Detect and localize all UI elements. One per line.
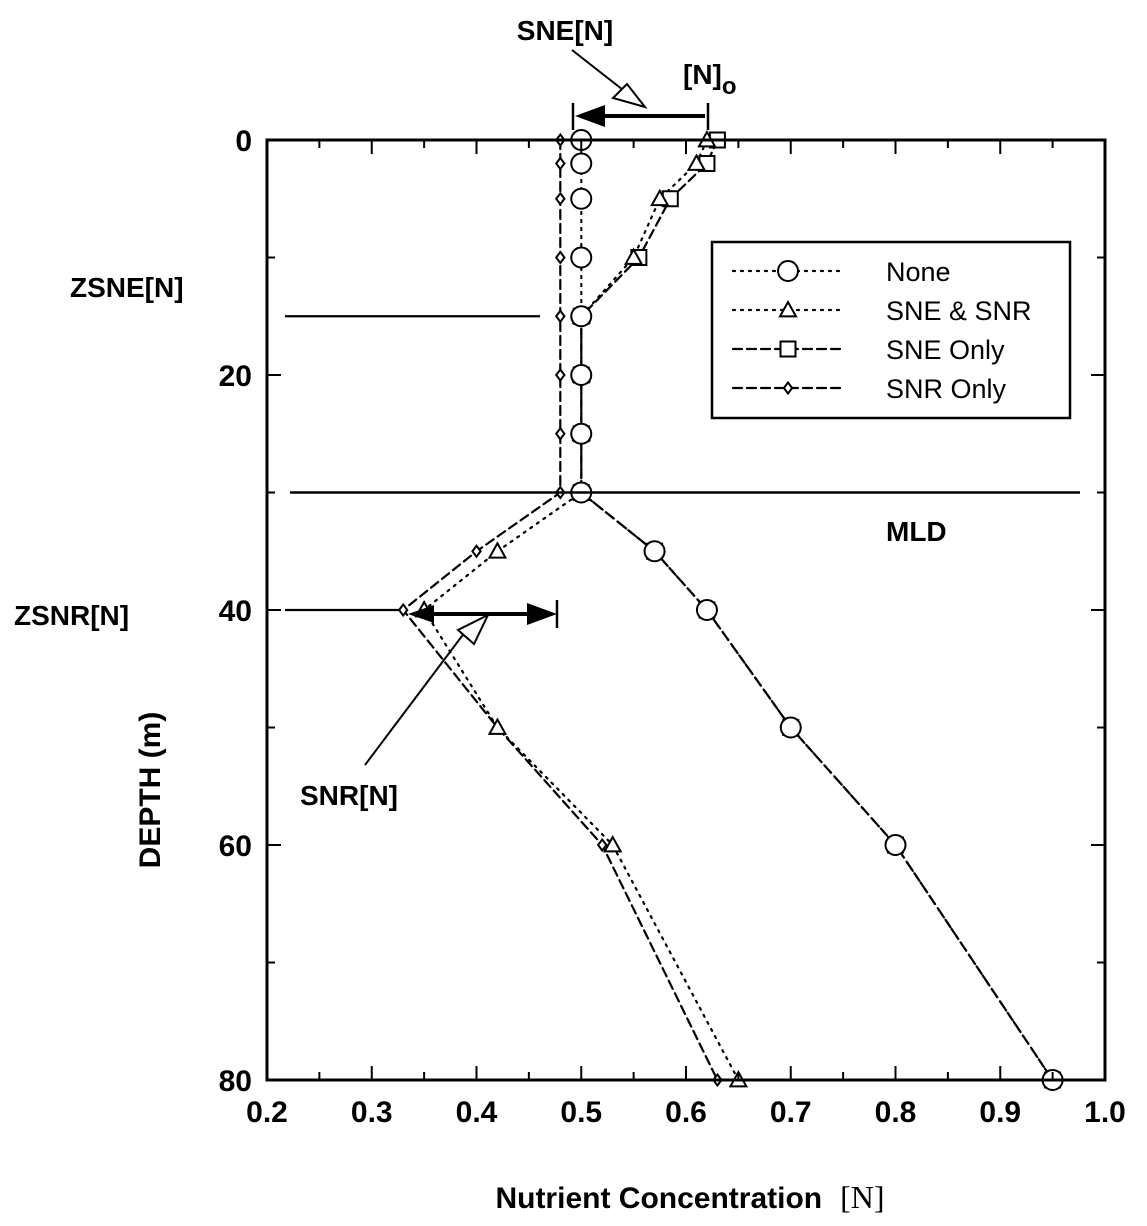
data-point-triangle [623, 247, 644, 265]
data-point-circle [695, 599, 718, 621]
x-tick-label: 0.4 [456, 1096, 498, 1129]
x-tick-label: 0.2 [246, 1096, 288, 1129]
legend-marker-triangle [778, 299, 798, 318]
data-point-circle [570, 422, 593, 445]
n0-label: [N]o [683, 59, 737, 100]
x-tick-label: 0.6 [665, 1096, 707, 1129]
legend-marker-circle [777, 260, 799, 282]
data-point-diamond [554, 191, 566, 206]
n0-range-arrowhead [575, 105, 605, 127]
x-tick-label: 0.7 [770, 1096, 812, 1129]
mld-label: MLD [886, 516, 947, 547]
legend-box [710, 240, 1072, 420]
y-tick-labels: 0 20 40 60 80 [219, 125, 252, 1098]
snr-range-right-arrowhead [527, 603, 557, 625]
annotations: SNE[N] [N]o ZSNE[N] ZSNR[N] MLD SNR[N] [14, 15, 947, 811]
series-line-diamond [401, 138, 719, 1082]
axis-ticks [266, 139, 1106, 1081]
series-line-triangle [422, 138, 740, 1082]
x-tick-label: 0.8 [875, 1096, 917, 1129]
data-point-diamond [554, 156, 566, 171]
data-point-circle [570, 305, 593, 328]
data-point-triangle [487, 541, 508, 559]
legend-label: SNE Only [886, 335, 1005, 365]
x-tick-labels: 0.2 0.3 0.4 0.5 0.6 0.7 0.8 0.9 1.0 [246, 1096, 1126, 1129]
data-point-circle [570, 187, 593, 210]
data-point-diamond [397, 602, 409, 618]
data-point-circle [570, 152, 593, 175]
data-point-diamond [554, 426, 566, 441]
legend-marker-square [779, 340, 797, 358]
sne-pointer-head [611, 82, 648, 109]
zsne-label: ZSNE[N] [70, 272, 184, 303]
y-tick-label: 40 [219, 595, 252, 628]
x-tick-label: 0.3 [351, 1096, 393, 1129]
data-point-circle [570, 246, 593, 269]
data-point-triangle [487, 717, 508, 735]
data-point-circle [779, 716, 802, 739]
data-point-triangle [650, 188, 670, 207]
snr-label: SNR[N] [300, 780, 398, 811]
legend-marker-diamond [782, 380, 794, 396]
x-axis-title-text: Nutrient Concentration [495, 1182, 822, 1215]
y-tick-label: 20 [219, 360, 252, 393]
data-point-diamond [554, 367, 566, 383]
y-tick-label: 80 [219, 1065, 252, 1098]
legend-items: None SNE & SNR SNE Only SNR Only [731, 257, 1032, 404]
data-point-diamond [596, 837, 608, 853]
data-point-triangle [602, 834, 623, 853]
zsnr-label: ZSNR[N] [14, 600, 129, 631]
y-tick-label: 0 [235, 125, 252, 158]
x-axis-unit: [N] [840, 1179, 884, 1215]
snr-range-left-arrowhead [408, 605, 434, 623]
legend-label: None [886, 257, 951, 287]
series-markers [397, 129, 1064, 1091]
data-point-diamond [471, 544, 482, 559]
x-tick-label: 1.0 [1084, 1096, 1126, 1129]
x-tick-label: 0.9 [979, 1096, 1021, 1129]
n0-main: [N] [683, 59, 722, 90]
y-tick-label: 60 [219, 830, 252, 863]
sne-label: SNE[N] [517, 15, 613, 46]
x-tick-label: 0.5 [560, 1096, 602, 1129]
n0-sub: o [722, 73, 737, 100]
legend-label: SNR Only [886, 374, 1007, 404]
x-axis-title: Nutrient Concentration [N] [495, 1179, 884, 1215]
data-point-circle [643, 540, 666, 563]
snr-pointer-head [456, 612, 491, 646]
snr-pointer [364, 631, 466, 766]
data-point-diamond [554, 250, 566, 265]
data-point-diamond [554, 309, 566, 324]
y-axis-title: DEPTH (m) [134, 712, 167, 869]
data-point-circle [570, 364, 593, 386]
data-point-triangle [686, 153, 707, 171]
reference-lines [285, 315, 1080, 612]
legend-label: SNE & SNR [886, 296, 1032, 326]
legend: None SNE & SNR SNE Only SNR Only [710, 240, 1072, 420]
data-point-circle [884, 834, 907, 856]
